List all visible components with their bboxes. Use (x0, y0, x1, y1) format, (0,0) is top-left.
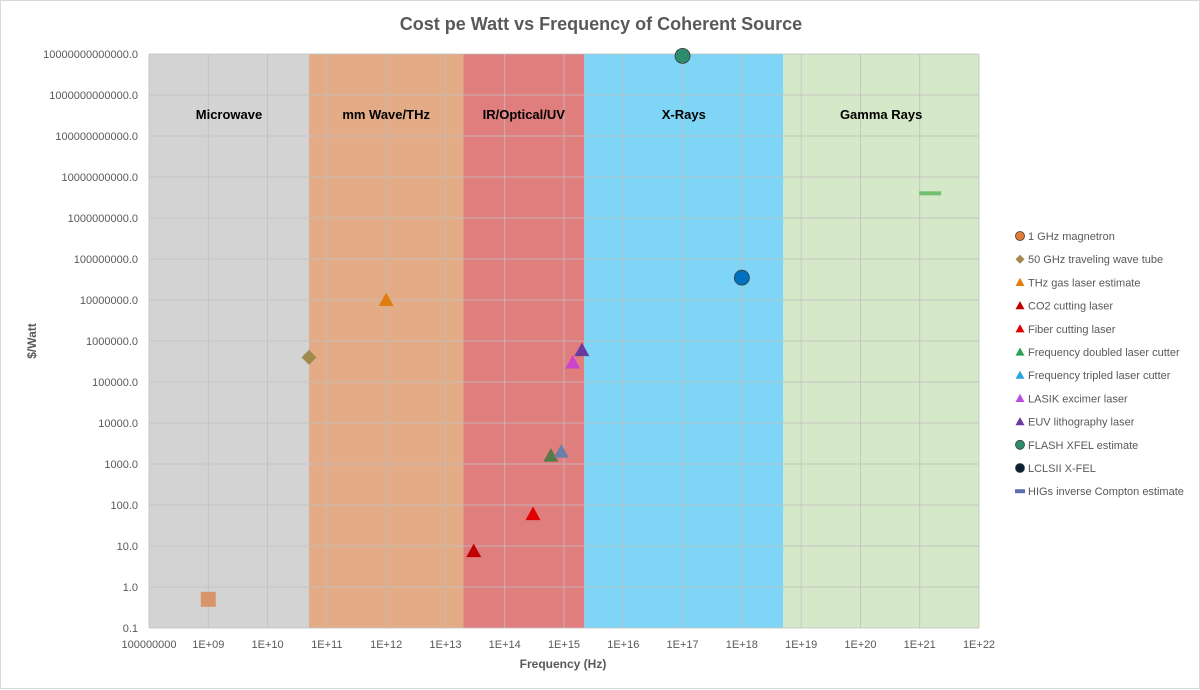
data-point (543, 448, 559, 462)
x-tick-label: 1E+18 (726, 639, 758, 651)
y-axis-title: $/Watt (25, 323, 39, 359)
x-tick-label: 1E+14 (489, 639, 521, 651)
y-tick-label: 1000.0 (104, 459, 138, 471)
region-label: IR/Optical/UV (483, 107, 566, 122)
legend-label: 50 GHz traveling wave tube (1028, 254, 1163, 266)
legend-marker (1015, 347, 1025, 356)
legend-label: 1 GHz magnetron (1028, 231, 1115, 243)
legend-marker (1015, 463, 1025, 473)
y-tick-labels: 0.1 1.0 10.0 100.0 1000.0 10000.0 100000.0 1000… (43, 49, 138, 635)
data-point (200, 591, 216, 607)
y-tick-label: 100000.0 (92, 377, 138, 389)
x-tick-label: 1E+19 (785, 639, 817, 651)
y-tick-label: 1.0 (123, 582, 138, 594)
legend-label: LASIK excimer laser (1028, 393, 1128, 405)
x-tick-label: 1E+16 (607, 639, 639, 651)
y-tick-label: 100000000000.0 (55, 131, 138, 143)
x-tick-label: 1E+20 (844, 639, 876, 651)
x-tick-label: 1E+21 (904, 639, 936, 651)
grid-layer (148, 53, 980, 629)
x-axis-title: Frequency (Hz) (520, 657, 607, 671)
chart-title: Cost pe Watt vs Frequency of Coherent So… (400, 14, 802, 34)
y-tick-label: 10000000000.0 (62, 172, 138, 184)
legend-marker (1015, 231, 1025, 241)
y-tick-label: 1000000000000.0 (49, 90, 138, 102)
legend-marker (1015, 393, 1025, 402)
y-tick-label: 0.1 (123, 623, 138, 635)
data-point (301, 349, 317, 365)
legend-label: Fiber cutting laser (1028, 324, 1116, 336)
data-point (574, 342, 590, 357)
legend: 1 GHz magnetron 50 GHz traveling wave tub… (1015, 231, 1184, 498)
data-point (378, 292, 394, 306)
legend-marker (1015, 277, 1025, 286)
data-point (553, 444, 569, 458)
x-tick-label: 1E+11 (311, 639, 342, 651)
region-label: X-Rays (662, 107, 706, 122)
y-tick-label: 1000000.0 (86, 336, 138, 348)
legend-marker (1015, 254, 1025, 264)
region-label: mm Wave/THz (342, 107, 430, 122)
y-tick-label: 10000000.0 (80, 295, 138, 307)
x-tick-label: 1E+12 (370, 639, 402, 651)
data-point (466, 543, 482, 558)
data-point (525, 506, 541, 521)
x-tick-label: 1E+17 (667, 639, 699, 651)
y-tick-label: 10000.0 (98, 418, 138, 430)
legend-marker (1015, 439, 1025, 450)
legend-label: CO2 cutting laser (1028, 301, 1113, 313)
legend-marker (1015, 489, 1025, 494)
x-tick-label: 1E+09 (192, 639, 224, 651)
x-tick-labels: 100000000 1E+09 1E+10 1E+11 1E+12 1E+13 1E+14 1… (121, 639, 995, 651)
legend-marker (1015, 324, 1025, 333)
legend-label: LCLSII X-FEL (1028, 463, 1096, 475)
x-tick-label: 1E+15 (548, 639, 580, 651)
x-tick-label: 1E+22 (963, 639, 995, 651)
legend-label: HIGs inverse Compton estimate (1028, 486, 1184, 498)
legend-marker (1015, 301, 1025, 310)
x-tick-label: 1E+13 (429, 639, 461, 651)
legend-label: EUV lithography laser (1028, 417, 1135, 429)
data-point (733, 269, 750, 286)
legend-label: Frequency doubled laser cutter (1028, 347, 1180, 359)
y-tick-label: 100000000.0 (74, 254, 138, 266)
legend-marker (1015, 417, 1025, 426)
legend-label: THz gas laser estimate (1028, 277, 1140, 289)
region-labels-layer: Microwave mm Wave/THz IR/Optical/UV X-Rays G… (196, 107, 923, 122)
x-tick-label: 1E+10 (252, 639, 284, 651)
data-point (565, 354, 581, 369)
y-tick-label: 100.0 (110, 500, 138, 512)
legend-label: FLASH XFEL estimate (1028, 440, 1138, 452)
legend-marker (1015, 370, 1025, 379)
data-point (674, 47, 691, 64)
y-tick-label: 1000000000.0 (68, 213, 138, 225)
region-label: Microwave (196, 107, 262, 122)
x-tick-label: 100000000 (121, 639, 176, 651)
y-tick-label: 10000000000000.0 (43, 49, 138, 61)
legend-label: Frequency tripled laser cutter (1028, 370, 1171, 382)
data-point (919, 191, 942, 196)
y-tick-label: 10.0 (117, 541, 138, 553)
points-layer (200, 47, 942, 607)
region-label: Gamma Rays (840, 107, 922, 122)
